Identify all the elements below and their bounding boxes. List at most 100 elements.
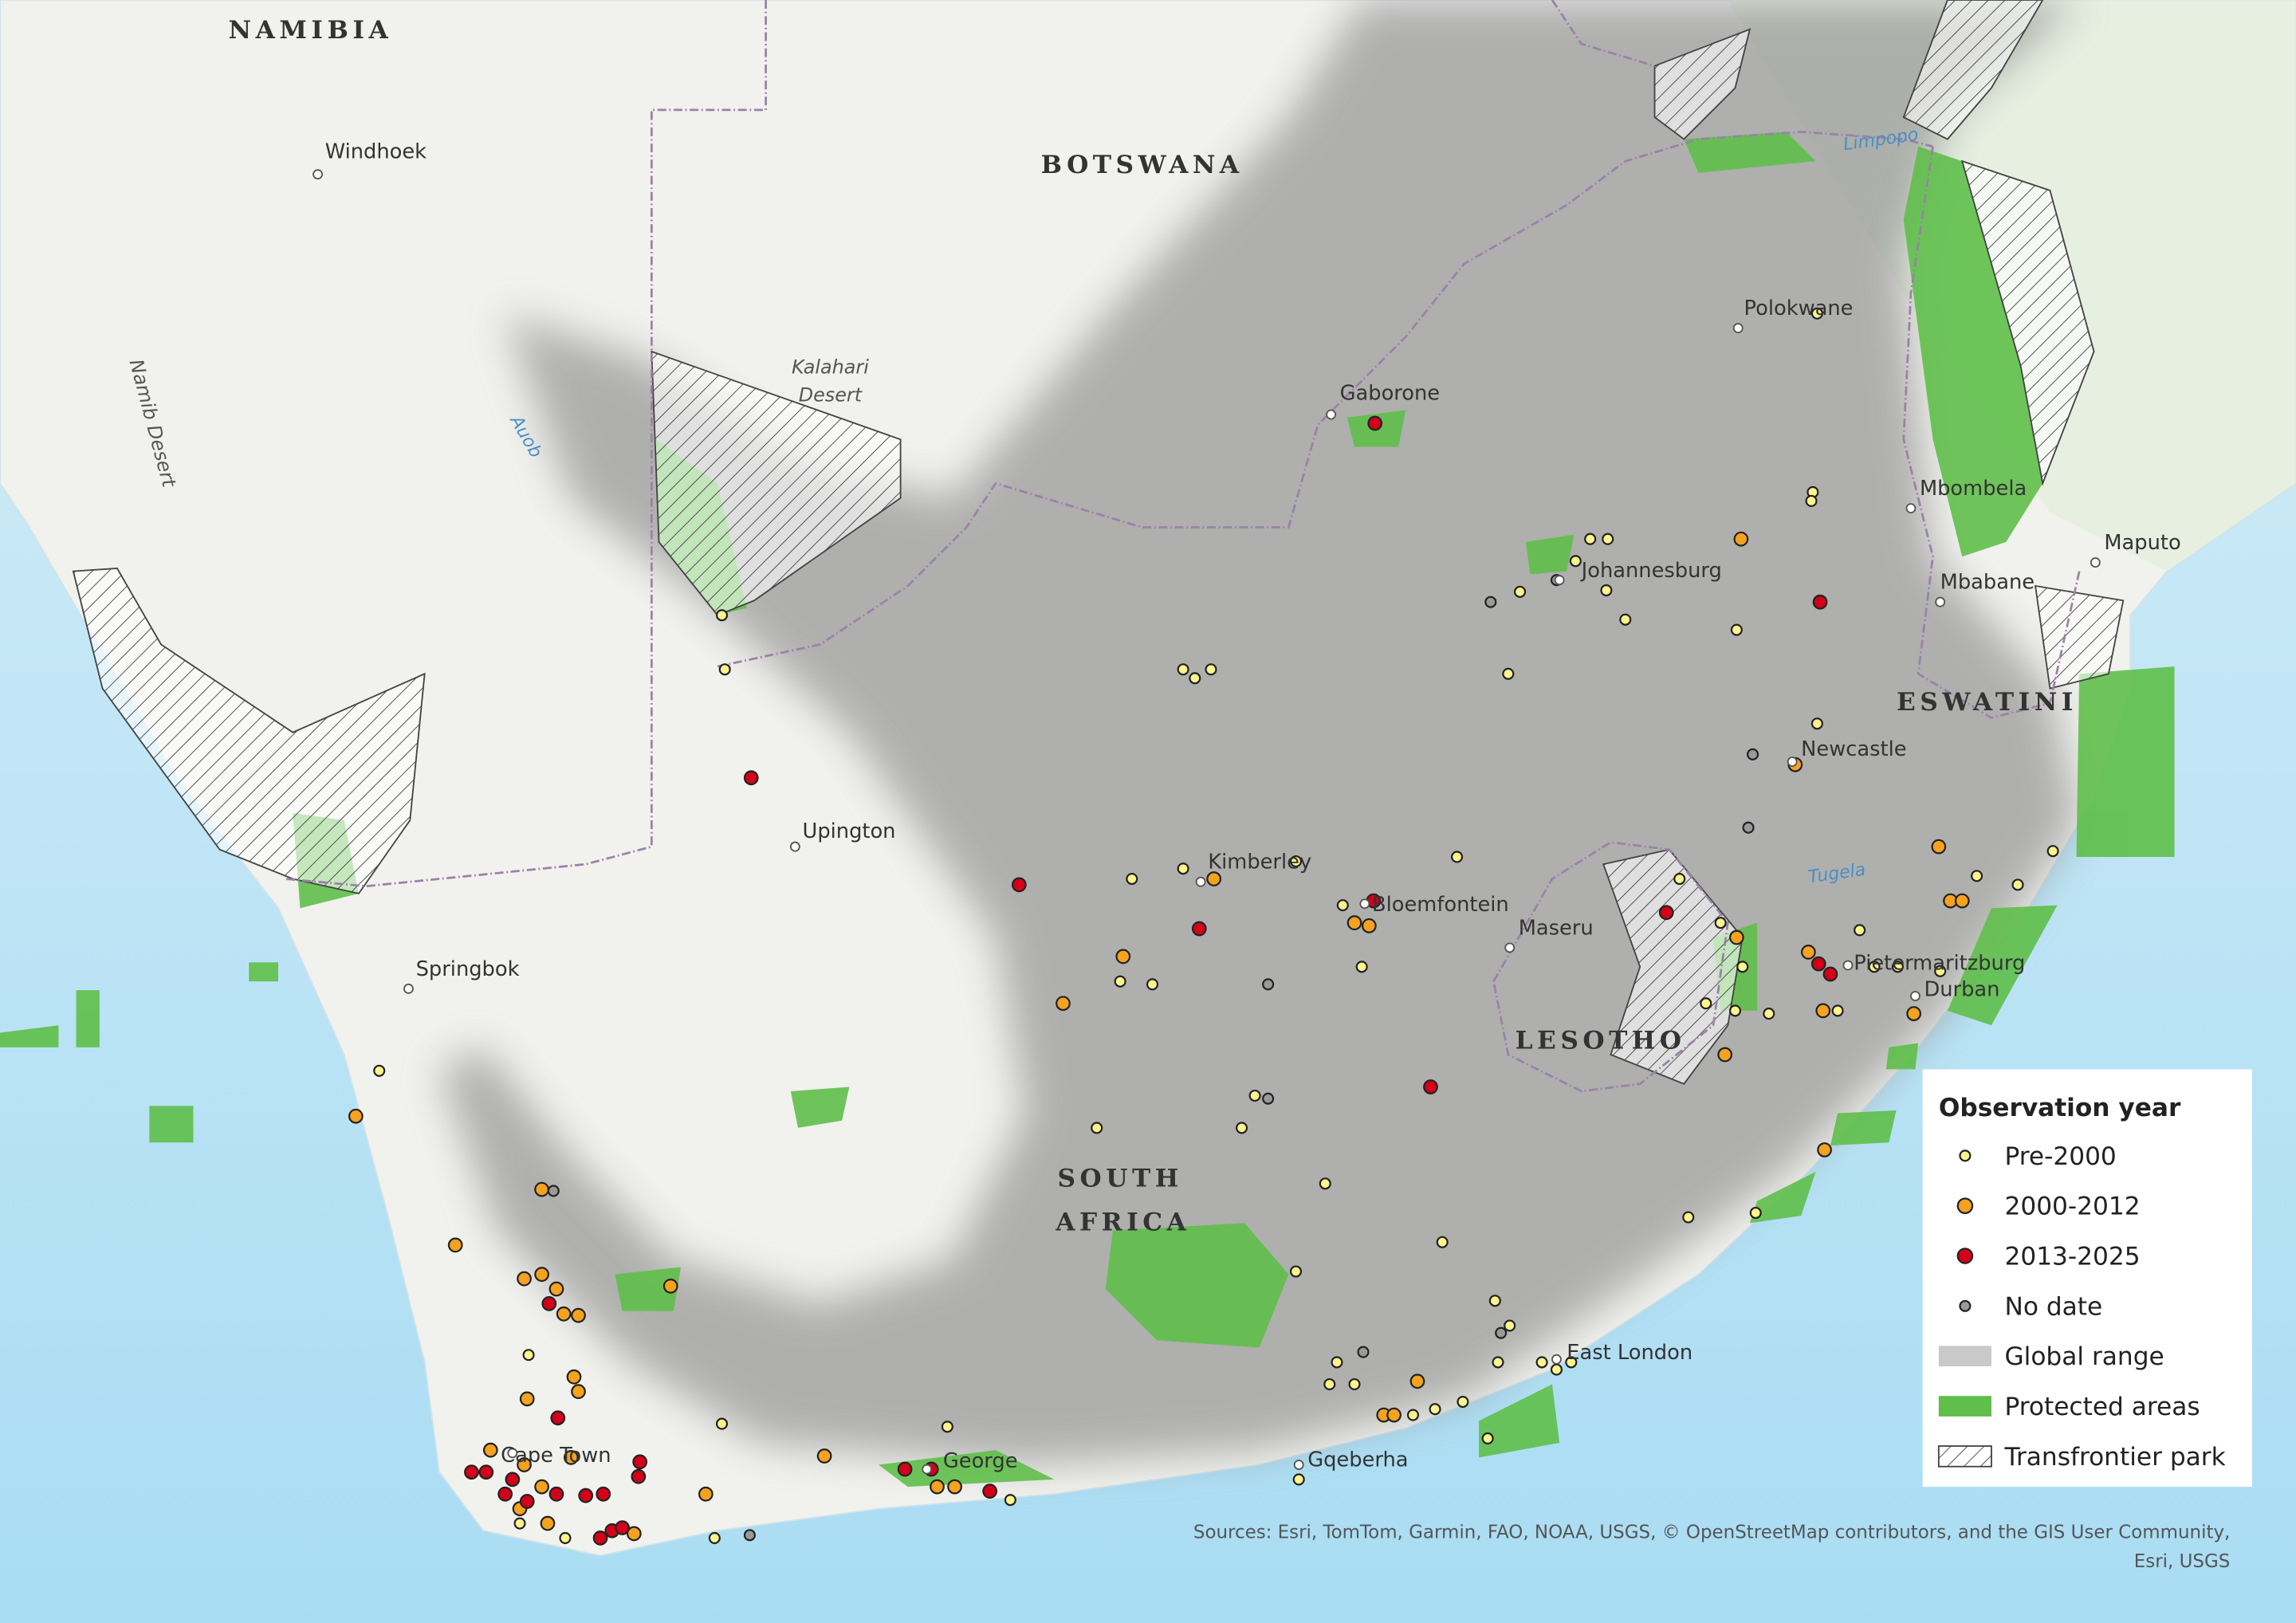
observation-point <box>571 1384 586 1400</box>
observation-point <box>1736 961 1749 973</box>
place-label: Maputo <box>2104 531 2180 555</box>
observation-point <box>1115 949 1131 965</box>
place-label: Gaborone <box>1340 382 1441 406</box>
observation-point <box>1367 415 1383 431</box>
observation-point <box>1423 1079 1438 1094</box>
observation-point <box>1514 585 1527 598</box>
place-dot <box>1504 942 1516 953</box>
country-label: SOUTH <box>1057 1164 1182 1193</box>
observation-point <box>1700 997 1712 1010</box>
observation-point <box>947 1479 962 1495</box>
observation-point <box>1248 1089 1261 1102</box>
observation-point <box>1891 961 1904 973</box>
observation-point <box>548 1486 564 1502</box>
observation-point <box>505 1472 521 1487</box>
place-label: Cape Town <box>501 1444 611 1468</box>
observation-point <box>1868 961 1881 973</box>
observation-point <box>1733 531 1749 547</box>
observation-point <box>497 1486 513 1502</box>
observation-point <box>547 1185 560 1197</box>
observation-point <box>1810 717 1823 730</box>
observation-point <box>1954 893 1970 909</box>
observation-point <box>596 1486 611 1502</box>
observation-point <box>1619 613 1632 626</box>
observation-point <box>1347 915 1362 931</box>
observation-point <box>1361 918 1377 933</box>
observation-point <box>615 1520 630 1535</box>
place-dot <box>313 169 323 180</box>
observation-point <box>464 1464 479 1480</box>
observation-point <box>982 1483 997 1499</box>
observation-point <box>743 1529 756 1542</box>
place-label: Gqeberha <box>1307 1448 1408 1472</box>
place-dot <box>1732 323 1744 334</box>
observation-point <box>1906 1006 1921 1021</box>
observation-point <box>1262 1092 1275 1105</box>
observation-point <box>1815 1003 1831 1019</box>
observation-point <box>1812 594 1828 610</box>
feature-label: Kalahari <box>792 356 869 379</box>
observation-point <box>1319 1177 1331 1190</box>
observation-point <box>1810 956 1826 972</box>
borders <box>285 0 2081 1093</box>
observation-point <box>1429 1403 1441 1416</box>
legend-title: Observation year <box>1939 1094 2181 1122</box>
country-label: BOTSWANA <box>1041 151 1244 179</box>
observation-point <box>1126 872 1138 886</box>
place-dot <box>1905 503 1917 514</box>
observation-point <box>1535 1356 1548 1369</box>
observation-point <box>897 1461 913 1477</box>
legend-label: 2000-2012 <box>2004 1193 2140 1221</box>
place-dot <box>507 1448 518 1459</box>
observation-point <box>1569 555 1582 568</box>
observation-point <box>631 1468 647 1484</box>
place-label: Maseru <box>1519 916 1594 940</box>
credits: Sources: Esri, TomTom, Garmin, FAO, NOAA… <box>1193 1522 2230 1542</box>
place-dot <box>1195 876 1206 887</box>
observation-point <box>662 1278 678 1294</box>
observation-point <box>626 1526 642 1542</box>
observation-point <box>1504 1319 1516 1332</box>
observation-point <box>1004 1494 1016 1507</box>
observation-point <box>1336 899 1349 912</box>
legend-symbol <box>1938 1346 1991 1367</box>
observation-point <box>1565 1356 1578 1369</box>
place-label: East London <box>1567 1341 1693 1365</box>
observation-point <box>1177 863 1189 875</box>
observation-point <box>373 1064 386 1077</box>
observation-point <box>1931 839 1947 855</box>
observation-point <box>1817 1142 1832 1157</box>
observation-point <box>1191 921 1207 937</box>
observation-point <box>1584 532 1597 545</box>
observation-point <box>1492 1356 1504 1369</box>
place-dot <box>922 1464 933 1475</box>
place-dot <box>1326 409 1337 420</box>
place-dot <box>2090 557 2101 568</box>
transfrontier-parks <box>72 0 2125 1085</box>
observation-point <box>1236 1122 1248 1134</box>
observation-point <box>1205 663 1217 676</box>
place-label: Windhoek <box>325 140 427 163</box>
observation-point <box>517 1271 532 1287</box>
observation-point <box>1406 1409 1419 1421</box>
place-label: Pietermaritzburg <box>1854 951 2025 975</box>
observation-point <box>1854 924 1866 937</box>
observation-point <box>541 1296 557 1311</box>
observation-point <box>743 770 759 786</box>
observation-point <box>1550 1363 1563 1376</box>
observation-point <box>1801 945 1816 960</box>
observation-points <box>348 307 2059 1546</box>
observation-point <box>519 1391 535 1407</box>
legend-symbol <box>1938 1396 1991 1417</box>
observation-point <box>513 1517 526 1530</box>
observation-point <box>715 1417 729 1430</box>
observation-point <box>698 1486 714 1502</box>
observation-point <box>1484 595 1497 608</box>
place-dot <box>1293 1460 1304 1470</box>
observation-point <box>566 1369 582 1385</box>
observation-point <box>1355 961 1368 973</box>
place-dot <box>1935 596 1946 607</box>
observation-point <box>1292 1473 1305 1486</box>
observation-point <box>1714 917 1727 929</box>
